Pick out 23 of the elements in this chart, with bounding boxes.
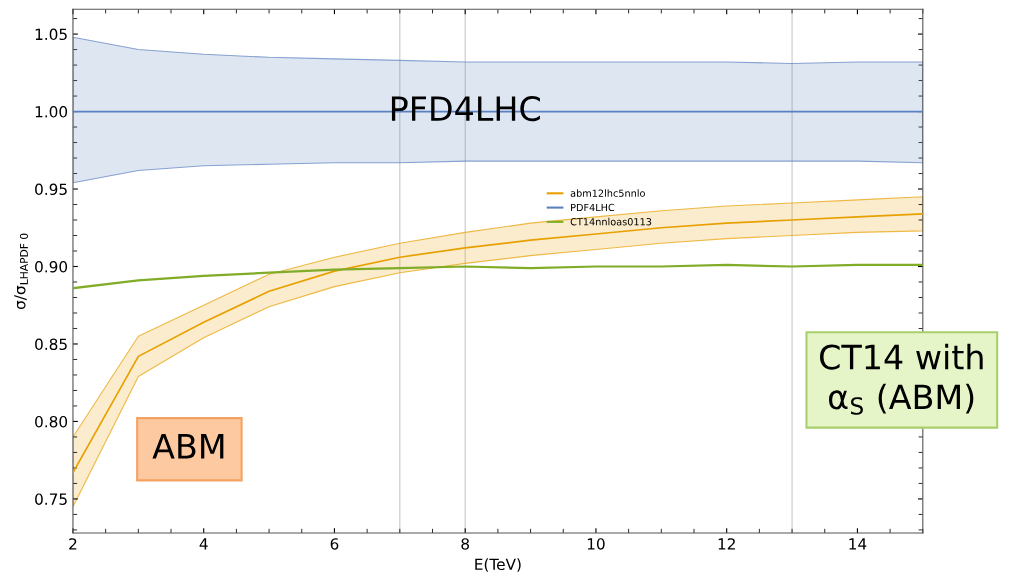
x-tick-label: 8: [461, 538, 470, 550]
x-tick-label: 12: [718, 538, 735, 550]
legend-label: abm12lhc5nnlo: [570, 189, 645, 197]
x-tick-label: 2: [69, 538, 77, 550]
y-tick-label: 0.75: [35, 493, 67, 505]
y-tick-label: 1.05: [35, 28, 67, 41]
legend-label: PDF4LHC: [571, 203, 615, 212]
y-tick-label: 0.80: [35, 415, 68, 428]
y-tick-label: 0.95: [35, 183, 67, 196]
annotation: PFD4LHC: [391, 96, 540, 122]
x-axis-title: E(TeV): [475, 558, 521, 572]
y-tick-label: 0.90: [35, 260, 68, 273]
x-tick-label: 4: [199, 538, 208, 550]
x-tick-label: 10: [587, 538, 605, 550]
y-tick-label: 0.85: [35, 338, 67, 350]
x-tick-label: 6: [330, 538, 339, 550]
annotation: CT14 with α$_{S}$ (ABM): [820, 343, 983, 415]
annotation: ABM: [152, 434, 224, 459]
y-tick-label: 1.00: [35, 106, 68, 118]
y-axis-title: σ/σ$_{LHAPDF 0}$: [14, 233, 28, 310]
x-tick-label: 14: [849, 538, 867, 550]
legend-label: CT14nnloas0113: [570, 217, 652, 226]
line-series: [72, 263, 923, 290]
